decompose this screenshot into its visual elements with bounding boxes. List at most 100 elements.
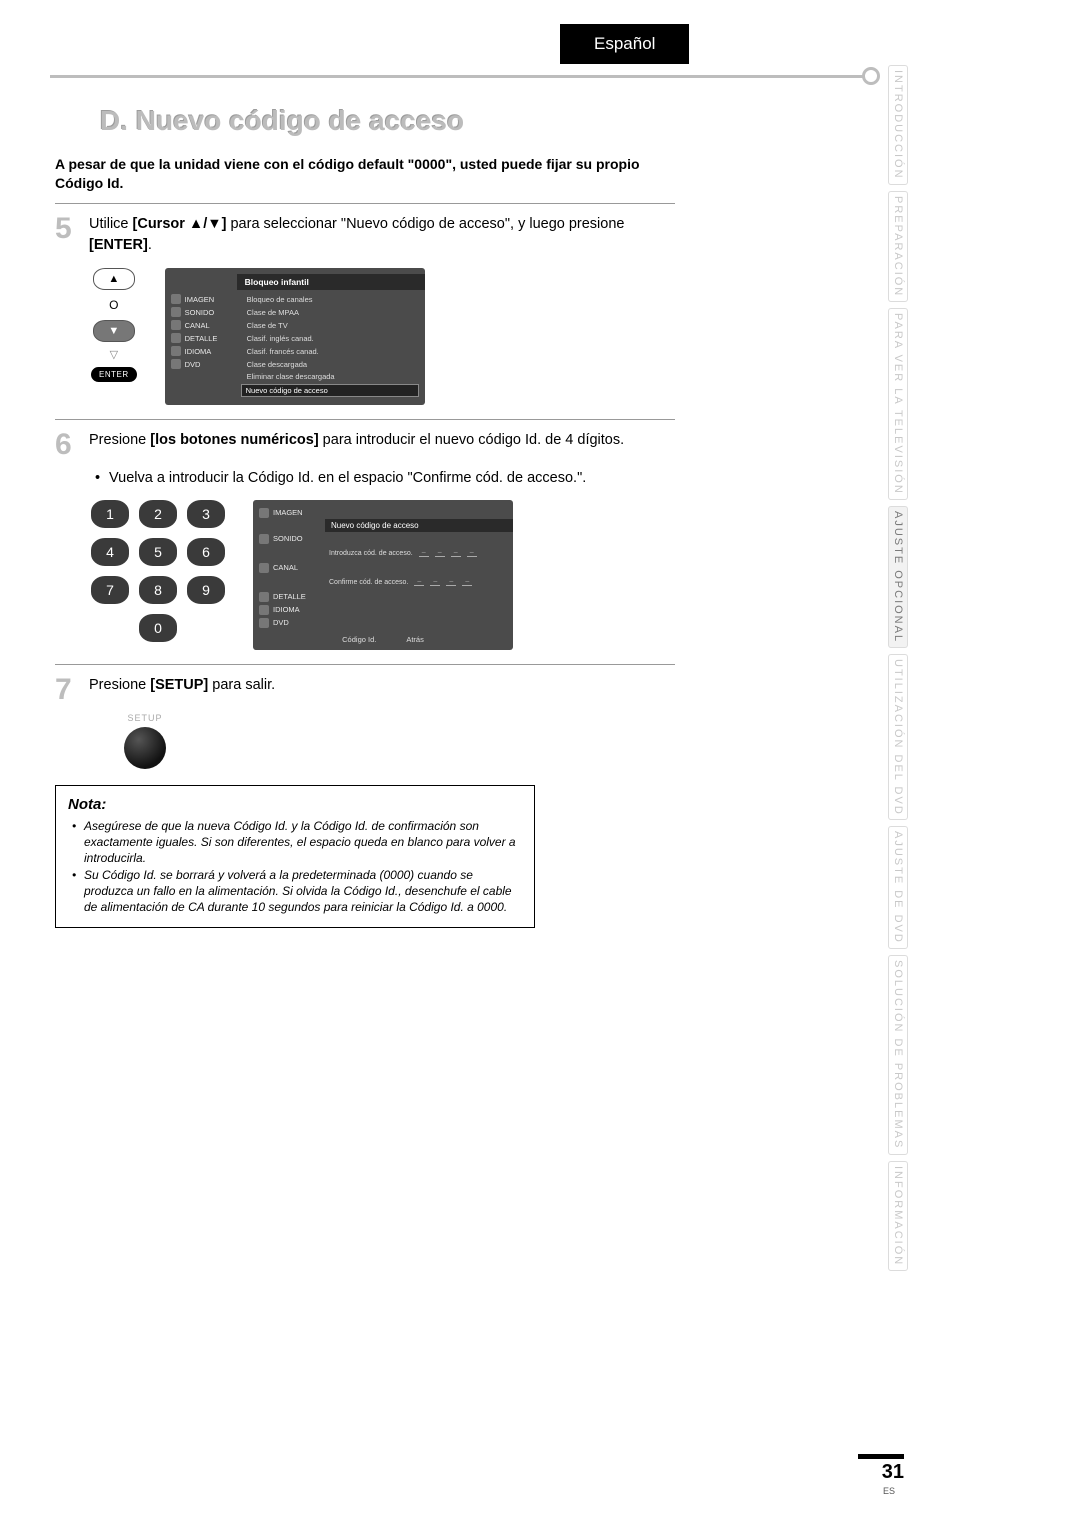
code-dash: –: [435, 549, 445, 557]
nota-item-1: Asegúrese de que la nueva Código Id. y l…: [84, 818, 520, 867]
step-5-text: Utilice [Cursor ▲/▼] para seleccionar "N…: [89, 214, 675, 256]
key-9: 9: [187, 576, 225, 604]
step-7-bold-a: [SETUP]: [150, 677, 208, 693]
code-dash: –: [451, 549, 461, 557]
side-tab-util-dvd: UTILIZACIÓN DEL DVD: [888, 654, 908, 821]
header-rule: [50, 75, 865, 78]
step-5-text-a: Utilice: [89, 216, 133, 232]
key-1: 1: [91, 500, 129, 528]
code-dash: –: [419, 549, 429, 557]
key-6: 6: [187, 538, 225, 566]
menu2-left-4: IDIOMA: [273, 605, 300, 614]
menu2-footer: Código Id. Atrás: [253, 629, 513, 644]
menu2-heading: Nuevo código de acceso: [325, 519, 513, 532]
key-0: 0: [139, 614, 177, 642]
code-dash: –: [446, 578, 456, 586]
step-5-bold-a: [Cursor ▲/▼]: [133, 216, 227, 232]
menu2-left-2: CANAL: [273, 563, 298, 572]
language-code-label: ES: [883, 1486, 895, 1496]
step-6-bold-a: [los botones numéricos]: [150, 432, 318, 448]
step-5: 5 Utilice [Cursor ▲/▼] para seleccionar …: [55, 214, 675, 256]
page-number: 31: [858, 1454, 904, 1484]
menu2-footer-left: Código Id.: [342, 635, 376, 644]
menu1-item-0: Bloqueo de canales: [241, 295, 419, 304]
menu1-selected-item: Nuevo código de acceso: [241, 384, 419, 397]
side-tabs: INTRODUCCIÓN PREPARACIÓN PARA VER LA TEL…: [888, 65, 908, 1271]
step-6-illustration: 1 2 3 4 5 6 7 8 9 0 IMAGEN Nuevo código …: [91, 500, 675, 650]
cursor-down-icon: ▼: [93, 320, 135, 342]
sonido-icon: [171, 307, 181, 317]
intro-text: A pesar de que la unidad viene con el có…: [55, 155, 675, 193]
menu2-footer-right: Atrás: [406, 635, 424, 644]
nota-item-2: Su Código Id. se borrará y volverá a la …: [84, 867, 520, 916]
imagen-icon-2: [259, 508, 269, 518]
step-6-text-a: Presione: [89, 432, 150, 448]
nota-list: Asegúrese de que la nueva Código Id. y l…: [68, 818, 520, 915]
step-5-illustration: ▲ O ▼ ▽ ENTER Bloqueo infantil IMAGENBlo…: [91, 268, 675, 405]
step-7-text: Presione [SETUP] para salir.: [89, 675, 275, 696]
menu1-item-6: Eliminar clase descargada: [241, 372, 419, 381]
menu1-item-4: Clasif. francés canad.: [241, 347, 419, 356]
menu-screenshot-1: Bloqueo infantil IMAGENBloqueo de canale…: [165, 268, 425, 405]
enter-button-icon: ENTER: [91, 367, 137, 382]
detalle-icon-2: [259, 592, 269, 602]
step-6-bullets: Vuelva a introducir la Código Id. en el …: [91, 468, 675, 488]
page-content: D. Nuevo código de acceso A pesar de que…: [55, 95, 675, 928]
side-tab-informacion: INFORMACIÓN: [888, 1161, 908, 1271]
step-7-number: 7: [55, 675, 81, 705]
menu1-left-2: CANAL: [185, 321, 210, 330]
dvd-icon: [171, 359, 181, 369]
numeric-keypad-illustration: 1 2 3 4 5 6 7 8 9 0: [91, 500, 225, 642]
sonido-icon-2: [259, 534, 269, 544]
canal-icon: [171, 320, 181, 330]
step6-divider: [55, 664, 675, 665]
menu2-left-1: SONIDO: [273, 534, 303, 543]
step-5-text-c: .: [148, 237, 152, 253]
nota-box: Nota: Asegúrese de que la nueva Código I…: [55, 785, 535, 928]
canal-icon-2: [259, 563, 269, 573]
language-tab: Español: [560, 24, 689, 64]
menu2-left-5: DVD: [273, 618, 289, 627]
side-tab-ajuste-dvd: AJUSTE DE DVD: [888, 826, 908, 949]
setup-label: SETUP: [127, 713, 162, 723]
key-4: 4: [91, 538, 129, 566]
side-tab-ajuste-opcional: AJUSTE OPCIONAL: [888, 506, 908, 648]
menu2-row1-label: Introduzca cód. de acceso.: [329, 550, 413, 557]
step-6-number: 6: [55, 430, 81, 460]
side-tab-preparacion: PREPARACIÓN: [888, 191, 908, 302]
side-tab-solucion: SOLUCIÓN DE PROBLEMAS: [888, 955, 908, 1154]
step-6-bullet-1: Vuelva a introducir la Código Id. en el …: [109, 468, 675, 488]
step-6-text: Presione [los botones numéricos] para in…: [89, 430, 624, 451]
step-6-text-b: para introducir el nuevo código Id. de 4…: [319, 432, 625, 448]
cursor-pad-illustration: ▲ O ▼ ▽ ENTER: [91, 268, 137, 382]
cursor-up-icon: ▲: [93, 268, 135, 290]
cursor-down-outline-icon: ▽: [110, 348, 118, 361]
code-dash: –: [430, 578, 440, 586]
menu-screenshot-2: IMAGEN Nuevo código de acceso SONIDO Int…: [253, 500, 513, 650]
step-7-text-a: Presione: [89, 677, 150, 693]
menu1-left-0: IMAGEN: [185, 295, 215, 304]
menu1-item-5: Clase descargada: [241, 360, 419, 369]
key-7: 7: [91, 576, 129, 604]
step-7: 7 Presione [SETUP] para salir.: [55, 675, 675, 705]
key-2: 2: [139, 500, 177, 528]
idioma-icon: [171, 346, 181, 356]
imagen-icon: [171, 294, 181, 304]
menu2-row-2: Confirme cód. de acceso.––––: [325, 574, 513, 590]
code-dash: –: [467, 549, 477, 557]
setup-button-icon: [124, 727, 166, 769]
step-5-number: 5: [55, 214, 81, 244]
code-dash: –: [462, 578, 472, 586]
key-5: 5: [139, 538, 177, 566]
section-title: D. Nuevo código de acceso: [100, 105, 675, 137]
side-tab-introduccion: INTRODUCCIÓN: [888, 65, 908, 185]
menu1-left-3: DETALLE: [185, 334, 218, 343]
intro-divider: [55, 203, 675, 204]
detalle-icon: [171, 333, 181, 343]
cursor-o-label: O: [109, 298, 118, 312]
setup-button-illustration: SETUP: [115, 713, 175, 769]
step-7-text-b: para salir.: [208, 677, 275, 693]
side-tab-ver-tv: PARA VER LA TELEVISIÓN: [888, 308, 908, 500]
step-5-text-b: para seleccionar "Nuevo código de acceso…: [226, 216, 624, 232]
menu2-left-0: IMAGEN: [273, 508, 303, 517]
